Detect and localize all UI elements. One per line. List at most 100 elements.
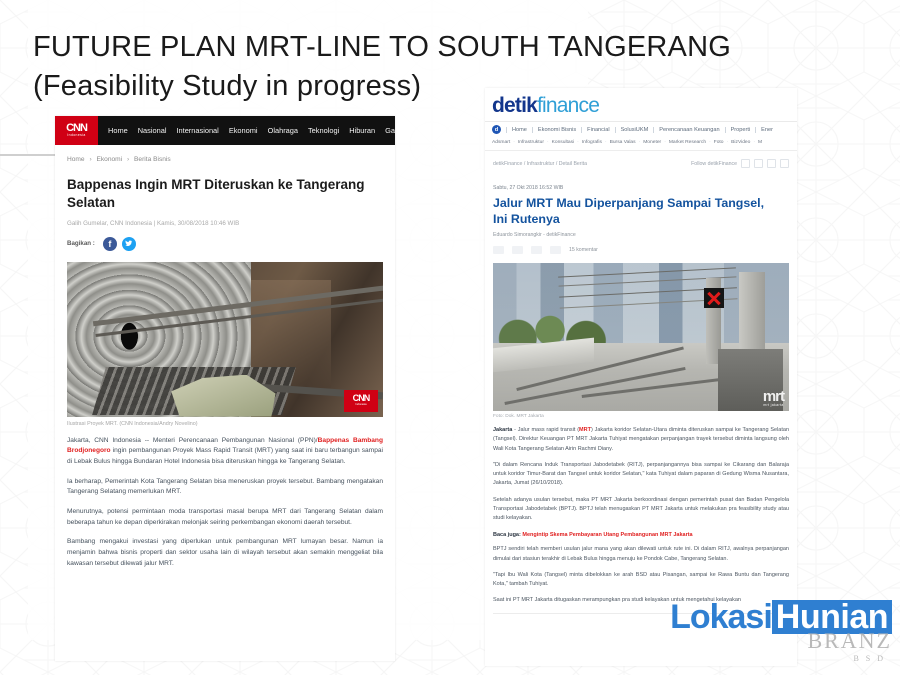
detik-subnav-item-infografis[interactable]: Infografis — [581, 140, 602, 145]
detik-follow-row: Follow detikFinance — [691, 159, 789, 168]
lokasi-hunian-watermark: Lokasi Hunian BRANZ BSD — [670, 600, 892, 663]
detik-nav-item-ekonomi-bisnis[interactable]: Ekonomi Bisnis — [531, 126, 581, 133]
cnn-nav-item-gaya-hidup[interactable]: Gaya Hid — [385, 126, 395, 135]
detik-photo-caption: Foto: Dok. MRT Jakarta — [493, 414, 544, 420]
facebook-icon[interactable]: f — [102, 236, 117, 251]
detik-subnav-item-infrastruktur[interactable]: Infrastruktur — [517, 140, 544, 145]
watermark-lokasi-text: Lokasi — [670, 598, 773, 636]
cnn-watermark-top: CNN — [352, 393, 371, 404]
subnav-separator: · — [664, 140, 666, 145]
detik-subnav-item-moneter[interactable]: Moneter — [643, 140, 662, 145]
red-x-stop-sign-icon — [703, 288, 724, 309]
detik-subnav-item-adsmart[interactable]: Adsmart — [492, 140, 511, 145]
detik-nav-item-solusiukm[interactable]: SolusiUKM — [614, 126, 654, 133]
cnn-photo-watermark: CNN Indonesia — [344, 389, 378, 412]
cnn-photo-caption: Ilustrasi Proyek MRT. (CNN Indonesia/And… — [67, 420, 198, 427]
detik-subnav-item-market-research[interactable]: Market Research — [668, 140, 707, 145]
cnn-para1-pre: Jakarta, CNN Indonesia -- Menteri Perenc… — [67, 436, 318, 444]
detik-headline: Jalur MRT Mau Diperpanjang Sampai Tangse… — [493, 196, 765, 227]
watermark-branz-text: BRANZ — [807, 628, 892, 653]
subnav-separator: · — [726, 140, 729, 145]
detik-logo-bold: detik — [492, 94, 538, 117]
detik-paragraph-5: "Tapi Ibu Wali Kota (Tangsel) minta dibe… — [493, 571, 789, 588]
subnav-separator: · — [709, 140, 711, 145]
detik-nav-item-properti[interactable]: Properti — [724, 126, 756, 133]
twitter-share-icon[interactable] — [512, 246, 523, 255]
cnn-para1-post: ingin pembangunan Proyek Mass Rapid Tran… — [67, 447, 383, 465]
cnn-article-body: Home › Ekonomi › Berita Bisnis Bappenas … — [55, 145, 395, 569]
detik-paragraph-1: Jakarta - Jalur mass rapid transit (MRT)… — [485, 426, 797, 454]
detik-nav-item-energi[interactable]: Ener — [755, 126, 778, 133]
more-icon[interactable] — [780, 159, 789, 168]
cnn-article-photo: CNN Indonesia — [67, 261, 383, 417]
subnav-separator: · — [546, 140, 549, 145]
subnav-separator: · — [513, 140, 515, 145]
detik-nav-item-financial[interactable]: Financial — [581, 126, 614, 133]
detik-subnav-item-bizvideo[interactable]: BizVideo — [731, 140, 751, 145]
cnn-share-label: Bagikan : — [67, 240, 95, 248]
detik-nav-item-perencanaan-keuangan[interactable]: Perencanaan Keuangan — [653, 126, 724, 133]
cnn-paragraph-2: Ia berharap, Pemerintah Kota Tangerang S… — [67, 477, 383, 496]
cnn-logo[interactable]: CNN Indonesia — [55, 116, 98, 145]
cnn-nav-items: Home Nasional Internasional Ekonomi Olah… — [98, 126, 395, 135]
detik-logo-light: finance — [537, 94, 600, 117]
twitter-bird-glyph — [125, 240, 133, 247]
chevron-right-icon: › — [89, 156, 92, 163]
twitter-icon[interactable] — [121, 236, 136, 251]
cnn-nav-item-olahraga[interactable]: Olahraga — [267, 126, 298, 135]
detik-baca-link[interactable]: Mengintip Skema Pembayaran Utang Pembang… — [522, 532, 693, 539]
detik-subnav-item-foto[interactable]: Foto — [713, 140, 724, 145]
detik-date: Sabtu, 27 Okt 2018 16:52 WIB — [493, 185, 564, 191]
cnn-nav-item-internasional[interactable]: Internasional — [176, 126, 219, 135]
cnn-headline: Bappenas Ingin MRT Diteruskan ke Tangera… — [67, 177, 365, 210]
cnn-breadcrumb: Home › Ekonomi › Berita Bisnis — [67, 156, 383, 163]
detik-nav-item-home[interactable]: Home — [506, 126, 532, 133]
cnn-nav-item-teknologi[interactable]: Teknologi — [307, 126, 340, 135]
mrt-jakarta-watermark: mrt mrt jakarta — [762, 388, 785, 408]
share-icon[interactable] — [767, 159, 776, 168]
cnn-navbar: CNN Indonesia Home Nasional Internasiona… — [55, 116, 395, 145]
detik-subnav-item-bursa-valas[interactable]: Bursa Valas — [609, 140, 636, 145]
cnn-byline: Galih Gumelar, CNN Indonesia | Kamis, 30… — [67, 219, 240, 227]
mrt-watermark-top: mrt — [762, 388, 785, 406]
cnn-nav-item-nasional[interactable]: Nasional — [137, 126, 167, 135]
cnn-paragraph-4: Bambang mengakui investasi yang diperluk… — [67, 538, 383, 567]
detik-baca-label: Baca juga: — [493, 532, 521, 539]
detik-baca-juga: Baca juga: Mengintip Skema Pembayaran Ut… — [485, 530, 797, 545]
comment-icon[interactable] — [550, 246, 561, 255]
detik-paragraph-2: "Di dalam Rencana Induk Transportasi Jab… — [493, 461, 789, 487]
cnn-nav-item-ekonomi[interactable]: Ekonomi — [228, 126, 258, 135]
detik-subnav-item-more[interactable]: M — [758, 140, 763, 145]
detik-paragraph-4: BPTJ sendiri telah memberi usulan jalur … — [493, 546, 789, 562]
detik-breadcrumb[interactable]: detikFinance / Infrastruktur / Detail Be… — [493, 160, 587, 167]
detikfinance-logo[interactable]: detikfinance — [485, 88, 797, 121]
mrt-watermark-bottom: mrt jakarta — [763, 403, 784, 408]
cnn-watermark-bottom: Indonesia — [355, 403, 367, 407]
whatsapp-share-icon[interactable] — [531, 246, 542, 255]
detik-social-row: 15 komentar — [485, 246, 797, 263]
cnn-breadcrumb-ekonomi[interactable]: Ekonomi — [96, 156, 123, 163]
detik-para1-dash: - Jalur mass rapid transit ( — [512, 427, 580, 434]
cnn-logo-bottom: Indonesia — [67, 133, 86, 137]
facebook-share-icon[interactable] — [493, 246, 504, 255]
detik-subnav: Adsmart · Infrastruktur · Konsultasi · I… — [485, 136, 797, 151]
detik-paragraph-3: Setelah adanya usulan tersebut, maka PT … — [493, 496, 789, 522]
detik-follow-label: Follow detikFinance — [691, 160, 737, 167]
detik-comment-count[interactable]: 15 komentar — [569, 247, 598, 254]
cnn-nav-item-hiburan[interactable]: Hiburan — [349, 126, 376, 135]
twitter-icon[interactable] — [754, 159, 763, 168]
cnn-breadcrumb-berita-bisnis[interactable]: Berita Bisnis — [134, 156, 171, 163]
facebook-icon[interactable] — [741, 159, 750, 168]
cnn-nav-item-home[interactable]: Home — [108, 126, 128, 135]
detik-home-badge-icon[interactable]: d — [492, 125, 501, 134]
cnn-breadcrumb-home[interactable]: Home — [67, 156, 85, 163]
title-rule — [0, 154, 60, 156]
cnn-paragraph-3: Menurutnya, potensi permintaan moda tran… — [67, 507, 383, 526]
watermark-bsd-text: BSD — [853, 654, 890, 663]
detik-breadcrumb-row: detikFinance / Infrastruktur / Detail Be… — [485, 151, 797, 168]
detikfinance-article-screenshot: detikfinance d Home Ekonomi Bisnis Finan… — [485, 88, 797, 666]
detik-navbar: d Home Ekonomi Bisnis Financial SolusiUK… — [485, 121, 797, 136]
cnn-share-row: Bagikan : f — [67, 236, 383, 251]
cnn-logo-top: CNN — [66, 122, 88, 134]
detik-subnav-item-konsultasi[interactable]: Konsultasi — [551, 140, 575, 145]
